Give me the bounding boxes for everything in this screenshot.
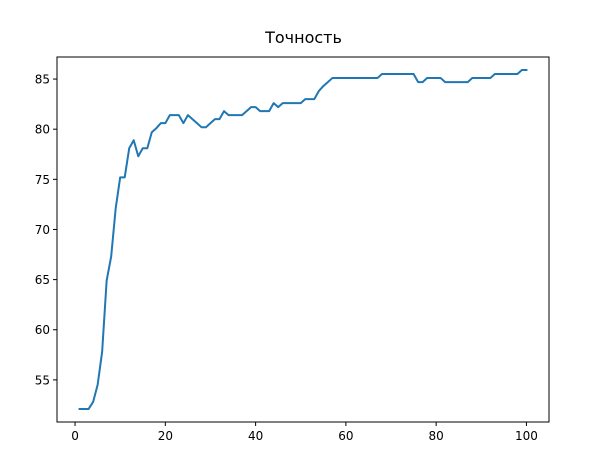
y-tick-label: 80 <box>35 123 50 137</box>
y-tick-label: 65 <box>35 273 50 287</box>
chart-title: Точность <box>264 28 342 47</box>
y-tick-label: 75 <box>35 173 50 187</box>
x-tick-label: 20 <box>158 429 173 443</box>
x-axis-ticks: 0 20 40 60 80 100 <box>71 422 538 443</box>
x-tick-label: 100 <box>515 429 538 443</box>
x-tick-label: 80 <box>429 429 444 443</box>
y-axis-ticks: 55 60 65 70 75 80 85 <box>35 73 57 387</box>
x-tick-label: 0 <box>71 429 79 443</box>
x-tick-label: 40 <box>248 429 263 443</box>
y-tick-label: 60 <box>35 323 50 337</box>
plot-area-frame <box>56 56 550 423</box>
accuracy-series-line <box>78 69 528 410</box>
x-tick-label: 60 <box>338 429 353 443</box>
y-tick-label: 55 <box>35 373 50 387</box>
y-tick-label: 85 <box>35 73 50 87</box>
y-tick-label: 70 <box>35 223 50 237</box>
